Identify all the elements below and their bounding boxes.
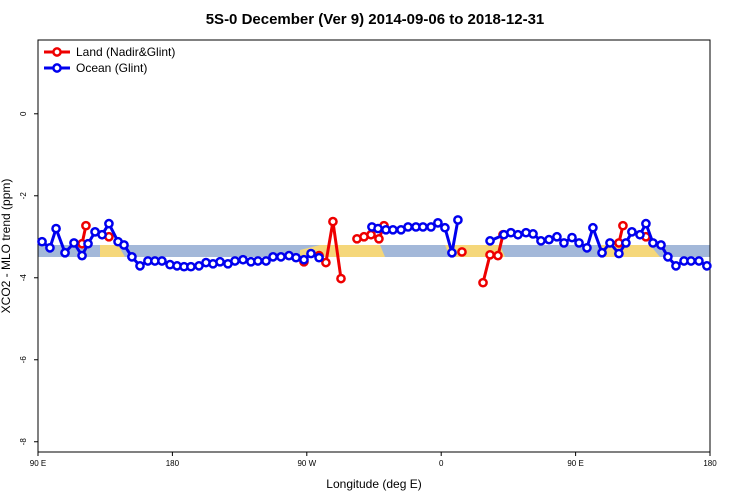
- point: [614, 248, 624, 259]
- point: [559, 238, 569, 248]
- point: [60, 247, 70, 258]
- point: [457, 247, 467, 257]
- point: [276, 252, 286, 262]
- y-tick-label: -4: [19, 274, 28, 282]
- x-tick-label: 90 W: [297, 459, 316, 468]
- y-tick-label: 0: [19, 111, 28, 116]
- point: [186, 261, 196, 272]
- point: [493, 250, 503, 261]
- point: [702, 261, 712, 271]
- point: [513, 229, 523, 240]
- land-shade: [100, 245, 125, 257]
- point: [81, 220, 91, 231]
- point: [447, 247, 457, 258]
- legend-label: Land (Nadir&Glint): [76, 45, 175, 59]
- point: [426, 222, 436, 232]
- x-tick-label: 180: [166, 459, 180, 468]
- point: [536, 236, 546, 246]
- point: [574, 238, 584, 248]
- point: [656, 240, 666, 250]
- point: [104, 218, 114, 229]
- point: [77, 250, 87, 261]
- point: [582, 242, 592, 253]
- point: [299, 254, 309, 265]
- point: [135, 261, 145, 271]
- x-axis-label: Longitude (deg E): [326, 477, 421, 491]
- point: [373, 223, 383, 234]
- point: [268, 252, 278, 262]
- point: [485, 236, 495, 246]
- point: [374, 233, 384, 244]
- point: [597, 247, 607, 258]
- point: [453, 215, 463, 225]
- point: [440, 222, 450, 233]
- legend-marker: [52, 63, 62, 73]
- legend-marker: [52, 47, 62, 57]
- point: [588, 222, 598, 233]
- point: [605, 238, 615, 248]
- x-tick-label: 0: [439, 459, 444, 468]
- chart-title: 5S-0 December (Ver 9) 2014-09-06 to 2018…: [206, 11, 545, 28]
- point: [485, 249, 495, 260]
- point: [37, 236, 47, 247]
- x-tick-label: 90 E: [567, 459, 583, 468]
- point: [671, 261, 681, 271]
- legend-label: Ocean (Glint): [76, 61, 147, 75]
- point: [641, 218, 651, 229]
- point: [618, 220, 628, 231]
- point: [336, 273, 346, 284]
- point: [119, 240, 129, 250]
- point: [215, 256, 225, 267]
- point: [97, 229, 107, 240]
- point: [366, 229, 376, 240]
- point: [621, 238, 631, 248]
- x-tick-label: 180: [703, 459, 717, 468]
- point: [635, 229, 645, 240]
- point: [314, 252, 324, 263]
- point: [261, 256, 271, 266]
- point: [51, 223, 61, 234]
- y-axis-label: XCO2 - MLO trend (ppm): [0, 179, 13, 314]
- x-tick-label: 90 E: [30, 459, 46, 468]
- point: [433, 217, 443, 228]
- point: [478, 277, 488, 288]
- point: [567, 232, 577, 243]
- point: [403, 222, 413, 232]
- point: [127, 252, 137, 262]
- point: [238, 254, 248, 265]
- point: [663, 252, 673, 262]
- point: [157, 256, 167, 266]
- y-tick-label: -6: [19, 356, 28, 364]
- point: [528, 229, 538, 239]
- plot-frame: [37, 39, 711, 453]
- point: [648, 238, 658, 248]
- point: [328, 216, 338, 227]
- point: [306, 248, 316, 259]
- point: [627, 227, 637, 237]
- point: [253, 256, 263, 266]
- point: [321, 257, 331, 268]
- point: [230, 256, 240, 266]
- point: [388, 224, 398, 235]
- point: [694, 256, 704, 266]
- point: [69, 238, 79, 248]
- point: [552, 231, 562, 242]
- point: [83, 238, 93, 249]
- y-tick-label: -2: [19, 192, 28, 200]
- y-tick-label: -8: [19, 438, 28, 446]
- point: [544, 234, 554, 245]
- point: [418, 222, 428, 232]
- point: [291, 252, 301, 263]
- point: [686, 256, 696, 266]
- point: [45, 242, 55, 253]
